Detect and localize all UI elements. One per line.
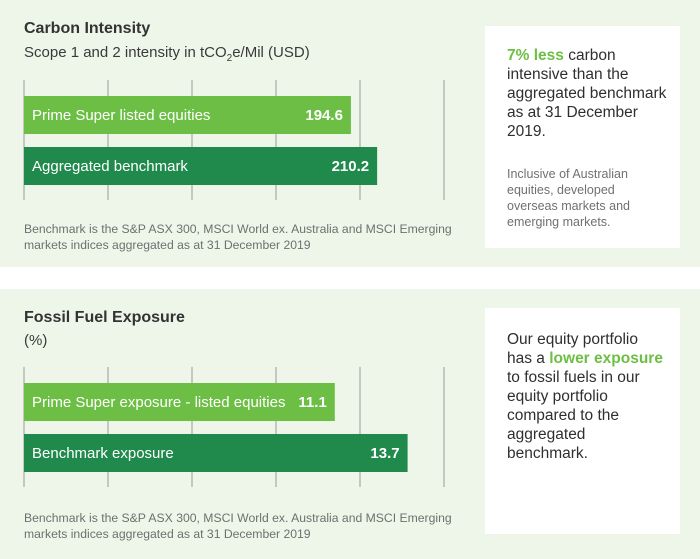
fossil-summary-pre: Our equity portfolio has a [507,331,638,367]
fossil-bar-label: Benchmark exposure [32,445,174,462]
carbon-intensity-title: Carbon Intensity [24,20,151,37]
fossil-summary-text: Our equity portfolio has a lower exposur… [507,330,667,463]
carbon-intensity-panel: Carbon Intensity Scope 1 and 2 intensity… [0,0,700,267]
carbon-footnote: Benchmark is the S&P ASX 300, MSCI World… [24,222,452,252]
fossil-fuel-title: Fossil Fuel Exposure [24,309,185,326]
carbon-subtitle-post: e/Mil (USD) [232,44,310,61]
carbon-summary-box: 7% less carbon intensive than the aggreg… [485,26,680,248]
fossil-summary-box: Our equity portfolio has a lower exposur… [485,308,680,534]
carbon-bar-portfolio [24,96,351,134]
carbon-bar-value: 210.2 [332,158,370,175]
carbon-summary-highlight: 7% less [507,47,564,64]
carbon-intensity-chart: Prime Super listed equities 194.6 Aggregat… [23,80,445,200]
carbon-bar-benchmark [24,147,378,185]
fossil-bar-value: 11.1 [298,394,326,411]
fossil-summary-post: to fossil fuels in our equity portfolio … [507,369,640,462]
fossil-summary-highlight: lower exposure [549,350,663,367]
carbon-bar-label: Aggregated benchmark [32,158,188,175]
carbon-summary-text: 7% less carbon intensive than the aggreg… [507,46,667,141]
fossil-footnote: Benchmark is the S&P ASX 300, MSCI World… [24,511,452,541]
carbon-subtitle-pre: Scope 1 and 2 intensity in tCO [24,44,227,61]
fossil-fuel-subtitle: (%) [24,332,48,349]
carbon-summary-body: carbon intensive than the aggregated ben… [507,47,667,140]
fossil-bar-portfolio [24,383,335,421]
carbon-bar-value: 194.6 [305,107,343,124]
carbon-subtitle-subscript: 2 [226,53,233,64]
carbon-bar-label: Prime Super listed equities [32,107,210,124]
fossil-fuel-chart: Prime Super exposure - listed equities 11… [23,367,445,487]
fossil-bar-value: 13.7 [370,445,399,462]
carbon-intensity-subtitle: Scope 1 and 2 intensity in tCO2e/Mil (US… [24,44,310,64]
fossil-bar-benchmark [24,434,408,472]
carbon-summary-subtext: Inclusive of Australian equities, develo… [507,167,630,229]
fossil-bar-label: Prime Super exposure - listed equities [32,394,285,411]
